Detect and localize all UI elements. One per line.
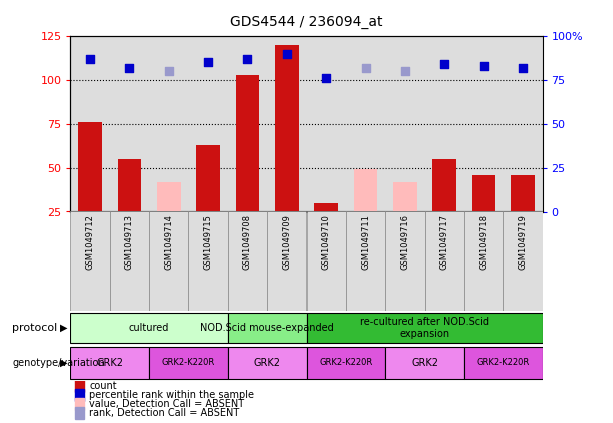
Text: GSM1049708: GSM1049708	[243, 214, 252, 270]
Text: percentile rank within the sample: percentile rank within the sample	[89, 390, 254, 400]
Text: GSM1049714: GSM1049714	[164, 214, 173, 270]
Text: protocol: protocol	[12, 323, 58, 333]
Text: NOD.Scid mouse-expanded: NOD.Scid mouse-expanded	[200, 323, 334, 333]
Bar	[346, 212, 385, 311]
Bar	[75, 389, 84, 401]
Text: genotype/variation: genotype/variation	[12, 358, 105, 368]
Text: rank, Detection Call = ABSENT: rank, Detection Call = ABSENT	[89, 408, 240, 418]
Text: GSM1049709: GSM1049709	[283, 214, 291, 270]
Bar	[75, 398, 84, 410]
Text: GSM1049717: GSM1049717	[440, 214, 449, 270]
Text: GRK2-K220R: GRK2-K220R	[319, 358, 373, 367]
Bar	[75, 379, 84, 392]
Bar	[503, 212, 543, 311]
Point	[479, 63, 489, 69]
Bar	[511, 175, 535, 212]
Text: ▶: ▶	[60, 358, 67, 368]
Text: GRK2: GRK2	[96, 358, 123, 368]
Bar	[306, 212, 346, 311]
Text: GSM1049710: GSM1049710	[322, 214, 330, 270]
Text: re-cultured after NOD.Scid
expansion: re-cultured after NOD.Scid expansion	[360, 317, 489, 339]
Bar	[235, 74, 259, 212]
Point	[360, 64, 370, 71]
Text: GRK2-K220R: GRK2-K220R	[476, 358, 530, 367]
Bar	[149, 212, 189, 311]
Bar	[267, 212, 306, 311]
Point	[440, 60, 449, 67]
Bar	[75, 407, 84, 419]
Bar	[196, 145, 220, 212]
Point	[124, 64, 134, 71]
Bar	[70, 313, 228, 343]
Bar	[275, 45, 299, 212]
Bar	[385, 212, 424, 311]
Bar	[393, 181, 417, 212]
Text: value, Detection Call = ABSENT: value, Detection Call = ABSENT	[89, 399, 245, 409]
Point	[321, 75, 331, 82]
Bar	[118, 159, 142, 212]
Bar	[432, 159, 456, 212]
Bar	[464, 212, 503, 311]
Text: GRK2-K220R: GRK2-K220R	[162, 358, 215, 367]
Text: GRK2: GRK2	[254, 358, 281, 368]
Bar	[149, 346, 228, 379]
Bar	[70, 346, 149, 379]
Text: cultured: cultured	[129, 323, 169, 333]
Text: GSM1049718: GSM1049718	[479, 214, 488, 270]
Bar	[306, 346, 385, 379]
Text: GRK2: GRK2	[411, 358, 438, 368]
Bar	[70, 212, 110, 311]
Point	[85, 55, 95, 62]
Text: GDS4544 / 236094_at: GDS4544 / 236094_at	[230, 15, 383, 29]
Text: GSM1049719: GSM1049719	[519, 214, 527, 270]
Bar	[354, 169, 377, 212]
Bar	[424, 212, 464, 311]
Point	[204, 59, 213, 66]
Text: GSM1049715: GSM1049715	[204, 214, 213, 270]
Point	[282, 50, 292, 57]
Bar	[110, 212, 149, 311]
Bar	[314, 203, 338, 212]
Bar	[464, 346, 543, 379]
Text: GSM1049713: GSM1049713	[125, 214, 134, 270]
Point	[400, 68, 409, 74]
Bar	[189, 212, 228, 311]
Point	[164, 68, 173, 74]
Point	[243, 55, 253, 62]
Bar	[228, 212, 267, 311]
Bar	[157, 181, 181, 212]
Point	[518, 64, 528, 71]
Bar	[228, 346, 306, 379]
Text: ▶: ▶	[60, 323, 67, 333]
Text: GSM1049712: GSM1049712	[86, 214, 94, 270]
Bar	[306, 313, 543, 343]
Text: count: count	[89, 381, 117, 390]
Bar	[228, 313, 306, 343]
Text: GSM1049711: GSM1049711	[361, 214, 370, 270]
Bar	[471, 175, 495, 212]
Text: GSM1049716: GSM1049716	[400, 214, 409, 270]
Bar	[385, 346, 464, 379]
Bar	[78, 122, 102, 212]
